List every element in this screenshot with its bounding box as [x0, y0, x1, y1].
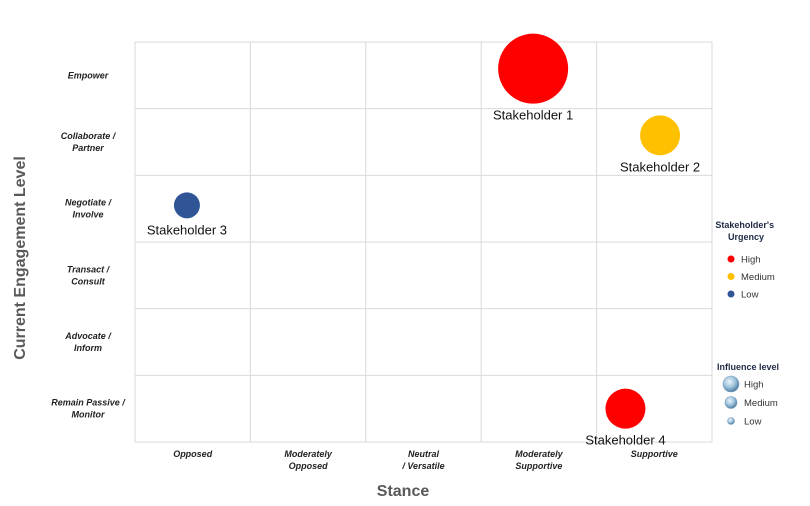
y-tick-label: Advocate / Inform — [64, 331, 112, 353]
influence-legend-label: Medium — [744, 398, 778, 409]
bubble-label: Stakeholder 1 — [493, 108, 573, 123]
influence-legend-marker — [724, 396, 738, 409]
y-axis-ticks: Remain Passive / Monitor Advocate / Inform T… — [51, 70, 126, 419]
y-tick-label: Negotiate / Involve — [65, 198, 113, 220]
x-tick-label: Moderately Supportive — [515, 449, 564, 471]
urgency-legend-marker — [727, 290, 735, 298]
y-tick-label: Empower — [68, 70, 109, 80]
bubble-label: Stakeholder 4 — [585, 433, 665, 448]
x-axis-title: Stance — [377, 483, 430, 500]
bubbles: Stakeholder 1 Stakeholder 2 Stakeholder 3 S… — [147, 33, 700, 448]
x-tick-label: Opposed — [173, 449, 213, 459]
bubble-point — [640, 115, 681, 156]
y-tick-label: Transact / Consult — [67, 264, 111, 286]
x-tick-label: Supportive — [631, 449, 678, 459]
x-tick-label: Moderately Opposed — [284, 449, 333, 471]
urgency-legend-marker — [727, 273, 735, 280]
urgency-legend-label: Low — [741, 290, 759, 301]
bubble-point — [498, 33, 569, 104]
influence-legend: Influence level High Medium Low — [717, 362, 779, 428]
bubble-label: Stakeholder 2 — [620, 159, 700, 174]
y-tick-label: Remain Passive / Monitor — [51, 398, 126, 420]
influence-legend-label: Low — [744, 417, 762, 428]
bubble-label: Stakeholder 3 — [147, 222, 227, 237]
bubble-point — [173, 192, 200, 219]
urgency-legend-title: Stakeholder's Urgency — [715, 220, 776, 242]
influence-legend-label: High — [744, 380, 764, 391]
y-tick-label: Collaborate / Partner — [61, 131, 117, 153]
urgency-legend-marker — [727, 255, 735, 263]
influence-legend-title: Influence level — [717, 362, 779, 372]
urgency-legend: Stakeholder's Urgency High Medium Low — [715, 220, 776, 301]
x-tick-label: Neutral / Versatile — [401, 449, 444, 471]
urgency-legend-label: High — [741, 255, 761, 266]
urgency-legend-label: Medium — [741, 272, 775, 283]
plot-grid — [134, 41, 713, 443]
x-axis-ticks: Opposed Moderately Opposed Neutral / Versati… — [173, 449, 678, 471]
influence-legend-marker — [727, 417, 735, 425]
influence-legend-marker — [722, 375, 740, 393]
bubble-point — [605, 388, 646, 429]
y-axis-title: Current Engagement Level — [12, 156, 29, 360]
